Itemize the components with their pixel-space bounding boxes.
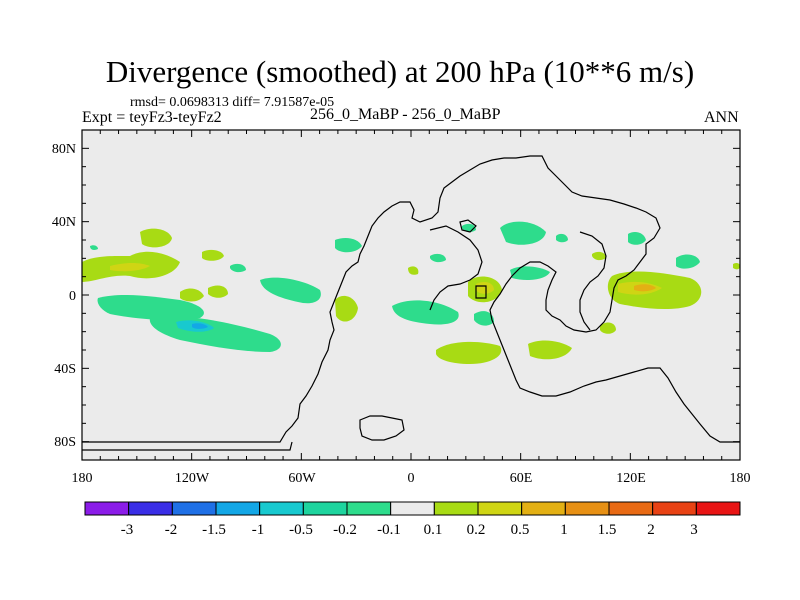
colorbar — [84, 501, 741, 516]
neg-blob — [260, 277, 321, 304]
colorbar-swatch — [171, 501, 217, 516]
experiment-label: Expt = teyFz3-teyFz2 — [82, 109, 222, 126]
pos-blob — [208, 285, 228, 298]
colorbar-label: -2 — [165, 522, 178, 538]
lat-label: 0 — [69, 289, 76, 304]
island — [475, 285, 487, 299]
colorbar-label: -1 — [252, 522, 265, 538]
pos-blob — [600, 322, 616, 334]
neg-blob — [676, 254, 700, 269]
colorbar-swatch — [128, 501, 173, 516]
lon-label: 60W — [288, 471, 316, 486]
neg-blob — [510, 266, 550, 280]
pos-blob — [110, 263, 150, 272]
case-label: 256_0_MaBP - 256_0_MaBP — [310, 106, 501, 123]
pos-blob — [140, 228, 172, 248]
colorbar-swatch — [259, 501, 304, 516]
colorbar-swatch — [608, 501, 654, 516]
pos-blob — [476, 282, 494, 294]
colorbar-label: 3 — [690, 522, 698, 538]
island — [359, 415, 405, 441]
colorbar-swatch — [390, 501, 435, 516]
colorbar-swatch — [346, 501, 392, 516]
plot-title: Divergence (smoothed) at 200 hPa (10**6 … — [105, 54, 695, 89]
colorbar-labels: -3 -2 -1.5 -1 -0.5 -0.2 -0.1 0.1 0.2 0.5… — [121, 522, 698, 538]
neg-blob — [556, 233, 568, 243]
pos-blob — [202, 249, 224, 261]
pos-blob — [592, 251, 606, 261]
lat-label: 40N — [52, 215, 76, 230]
colorbar-label: 0.1 — [424, 522, 443, 538]
neg-blob — [230, 263, 246, 273]
lat-label: 80S — [54, 435, 76, 450]
neg-blob — [430, 253, 446, 263]
neg-blob — [500, 221, 546, 245]
lon-label: 180 — [730, 471, 751, 486]
colorbar-swatch — [433, 501, 479, 516]
coastline — [579, 231, 607, 331]
pos-blob — [528, 340, 572, 360]
axis-ticks — [81, 129, 741, 461]
colorbar-swatch — [652, 501, 697, 516]
colorbar-label: -0.1 — [377, 522, 401, 538]
colorbar-label: -0.5 — [289, 522, 313, 538]
colorbar-swatch — [84, 501, 130, 516]
lon-label: 180 — [72, 471, 93, 486]
colorbar-label: 2 — [647, 522, 655, 538]
lake — [459, 219, 477, 233]
lat-axis-labels: 80N 40N 0 40S 80S — [52, 142, 76, 450]
lon-label: 0 — [408, 471, 415, 486]
lon-label: 120E — [616, 471, 646, 486]
neg-blob — [90, 245, 98, 250]
colorbar-label: 1.5 — [598, 522, 617, 538]
continent-outlines — [82, 155, 740, 451]
colorbar-swatch — [215, 501, 261, 516]
neg-blob — [392, 300, 459, 325]
colorbar-label: -0.2 — [333, 522, 357, 538]
colorbar-label: 0.5 — [511, 522, 530, 538]
pos-blob — [733, 262, 740, 270]
neg-blob — [192, 323, 208, 329]
stats-text: rmsd= 0.0698313 diff= 7.91587e-05 — [130, 95, 335, 110]
neg-blob — [335, 238, 362, 253]
neg-blob — [628, 232, 646, 245]
colorbar-label: -1.5 — [202, 522, 226, 538]
coastline — [429, 225, 483, 311]
lon-label: 60E — [510, 471, 533, 486]
neg-blob — [97, 294, 204, 321]
lon-axis-labels: 180 120W 60W 0 60E 120E 180 — [72, 471, 751, 486]
colorbar-swatch — [564, 501, 610, 516]
colorbar-swatch — [477, 501, 523, 516]
colorbar-label: 1 — [560, 522, 568, 538]
pos-blob — [408, 266, 419, 275]
neg-blob — [474, 311, 494, 326]
colorbar-label: -3 — [121, 522, 134, 538]
anomaly-shading — [82, 221, 740, 364]
season-label: ANN — [704, 109, 739, 126]
pos-blob — [634, 284, 656, 292]
lat-label: 40S — [54, 362, 76, 377]
pos-blob — [180, 288, 204, 302]
pos-blob — [335, 295, 358, 322]
lat-label: 80N — [52, 142, 76, 157]
colorbar-label: 0.2 — [467, 522, 486, 538]
colorbar-swatch — [302, 501, 348, 516]
lon-label: 120W — [175, 471, 210, 486]
colorbar-swatch — [695, 501, 741, 516]
colorbar-swatch — [521, 501, 566, 516]
coastline — [82, 155, 740, 443]
pos-blob — [436, 341, 502, 364]
coastline — [82, 441, 293, 451]
